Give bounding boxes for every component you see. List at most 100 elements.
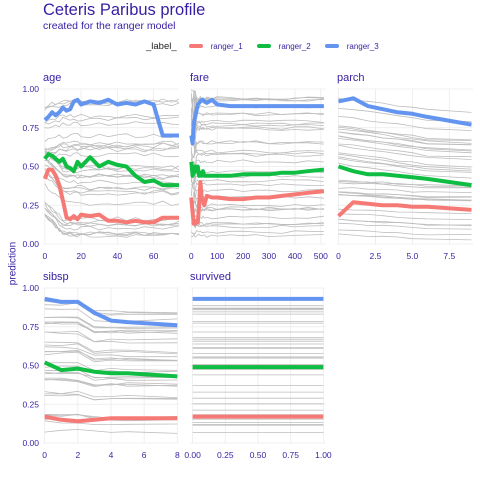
background-profile-line — [44, 377, 178, 386]
background-profile-line — [338, 191, 472, 199]
y-tick-label: 0.25 — [22, 399, 39, 409]
y-tick-label: 0.50 — [22, 162, 39, 172]
panel-title-fare: fare — [190, 72, 209, 84]
background-profile-line — [338, 153, 472, 170]
legend-item-ranger-1: ranger_1 — [188, 41, 243, 51]
panel-title-age: age — [43, 72, 61, 84]
legend-label-ranger-1: ranger_1 — [210, 41, 243, 51]
x-tick-label: 40 — [113, 251, 123, 261]
background-profile-line — [190, 182, 324, 200]
background-profile-line — [338, 128, 472, 144]
x-tick-label: 2 — [75, 450, 80, 460]
background-profile-line — [338, 135, 472, 152]
background-profile-line — [338, 116, 472, 131]
background-profile-line — [44, 140, 180, 151]
y-tick-label: 1.00 — [22, 84, 39, 94]
x-tick-label: 60 — [149, 251, 159, 261]
series-line-ranger-1-sibsp — [44, 414, 178, 424]
background-profile-line — [338, 152, 472, 168]
series-line-ranger-3-parch — [338, 96, 472, 127]
background-profile-line — [44, 113, 180, 124]
background-profile-line — [44, 152, 180, 162]
background-profile-line — [338, 233, 472, 241]
background-profile-line — [338, 125, 472, 141]
legend: _label_ ranger_1 ranger_2 ranger_3 — [146, 39, 393, 53]
series-line-ranger-3-sibsp — [44, 296, 178, 328]
background-profile-line — [44, 121, 180, 129]
legend-swatch-ranger-2 — [256, 44, 271, 48]
background-profile-line — [44, 183, 180, 206]
x-tick-label: 300 — [262, 251, 276, 261]
legend-item-ranger-2: ranger_2 — [256, 42, 311, 51]
background-profile-line — [338, 182, 472, 189]
background-profile-line — [190, 147, 324, 168]
background-profile-line — [338, 108, 472, 122]
background-profile-line — [44, 214, 180, 236]
x-tick-label: 0.75 — [282, 450, 299, 460]
x-tick-label: 0 — [42, 450, 47, 460]
background-profile-line — [44, 147, 180, 158]
background-profile-line — [338, 222, 472, 230]
series-line-ranger-2-parch — [337, 164, 472, 188]
y-tick-label: 0.00 — [22, 239, 39, 249]
y-tick-label: 0.75 — [22, 123, 39, 133]
background-profile-line — [338, 144, 472, 160]
x-tick-label: 1.00 — [315, 450, 332, 460]
background-profile-line — [44, 351, 178, 363]
panel-age: age 0.00 0.25 0.50 0.75 1.00 0 20 40 60 — [22, 72, 180, 261]
y-tick-label: 0.75 — [22, 322, 39, 332]
background-profile-line — [191, 224, 324, 229]
background-profile-line — [338, 181, 472, 188]
background-profile-line — [190, 128, 324, 150]
x-tick-label: 0.50 — [250, 450, 267, 460]
legend-label-ranger-3: ranger_3 — [346, 41, 379, 51]
background-profile-line — [338, 187, 472, 193]
background-profile-line — [338, 208, 472, 214]
background-profile-line — [44, 390, 178, 398]
panel-parch: parch 0 2.5 5.0 7.5 — [336, 72, 473, 261]
x-tick-label: 500 — [314, 251, 328, 261]
x-tick-label: 100 — [210, 251, 224, 261]
series-line-ranger-2-age — [43, 152, 179, 188]
x-tick-label: 4 — [109, 450, 114, 460]
x-tick-label: 0.00 — [184, 450, 201, 460]
series-line-ranger-1-fare — [189, 180, 325, 226]
background-profile-line — [44, 322, 178, 334]
x-tick-label: 20 — [76, 251, 86, 261]
background-profile-line — [44, 331, 178, 344]
background-profile-line — [190, 172, 324, 186]
x-tick-label: 0 — [336, 251, 341, 261]
background-profile-line — [44, 207, 180, 231]
x-tick-label: 0.25 — [217, 450, 234, 460]
panel-title-survived: survived — [190, 271, 231, 283]
x-tick-label: 7.5 — [443, 251, 455, 261]
series-line-ranger-2-fare — [189, 161, 325, 178]
background-profile-line — [44, 371, 178, 381]
background-profile-line — [338, 179, 472, 187]
x-tick-label: 0 — [42, 251, 47, 261]
x-tick-label: 400 — [288, 251, 302, 261]
background-profile-line — [44, 372, 178, 379]
y-tick-label: 0.25 — [22, 200, 39, 210]
chart-subtitle: created for the ranger model — [43, 20, 176, 32]
background-profile-line — [44, 207, 180, 227]
background-profile-line — [44, 155, 180, 179]
background-profile-line — [44, 321, 178, 333]
y-tick-label: 0.50 — [22, 361, 39, 371]
panel-title-parch: parch — [337, 72, 365, 84]
background-profile-line — [191, 207, 324, 216]
background-profile-line — [190, 229, 324, 235]
panel-sibsp: sibsp 0.00 0.25 0.50 0.75 1.00 0 2 4 6 8 — [22, 271, 180, 460]
background-profile-line — [338, 131, 472, 146]
series-line-ranger-3-fare — [189, 97, 324, 146]
background-profile-line — [338, 135, 472, 151]
background-profile-line — [190, 107, 324, 138]
background-profile-line — [338, 157, 472, 173]
y-tick-label: 1.00 — [22, 283, 39, 293]
background-profile-line — [338, 213, 472, 220]
x-tick-label: 8 — [175, 450, 180, 460]
background-profile-line — [338, 143, 472, 158]
legend-swatch-ranger-1 — [188, 44, 203, 48]
background-profile-line — [44, 201, 180, 222]
x-tick-label: 0 — [189, 251, 194, 261]
